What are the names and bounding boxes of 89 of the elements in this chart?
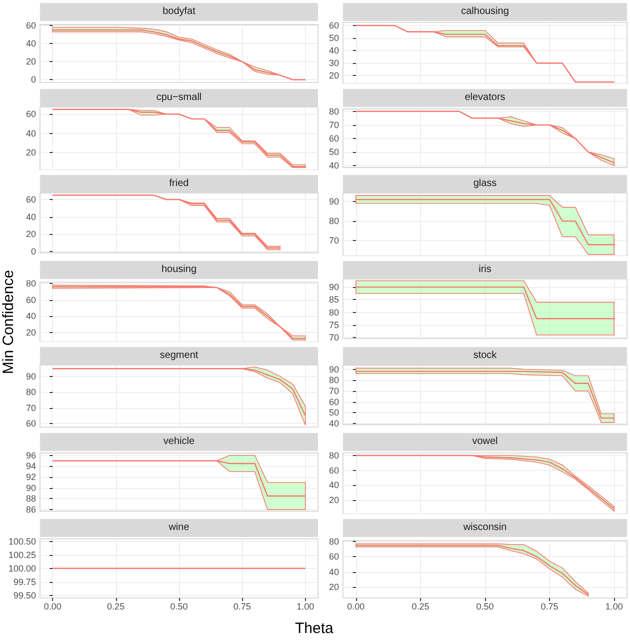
y-tick-label: 40 — [328, 418, 339, 429]
chart-title: calhousing — [343, 3, 627, 21]
chart-title: segment — [40, 347, 318, 365]
y-tick-label: 85 — [328, 294, 339, 305]
chart-title: bodyfat — [40, 3, 318, 21]
y-tick-label: 90 — [328, 364, 339, 374]
y-tick-label: 70 — [328, 386, 339, 396]
y-tick-label: 99.75 — [13, 576, 36, 587]
y-tick-label: 99.50 — [13, 590, 36, 600]
y-tick-label: 40 — [26, 311, 36, 322]
chart-title: fried — [40, 175, 318, 193]
y-tick-label: 50 — [328, 33, 339, 44]
y-tick-label: 20 — [26, 328, 36, 338]
x-tick-label: 0.75 — [540, 602, 558, 612]
y-tick-label: 96 — [26, 450, 36, 460]
x-tick-label: 0.00 — [347, 602, 365, 612]
y-tick-label: 0 — [30, 246, 36, 256]
y-tick-label: 70 — [26, 402, 36, 413]
chart-title: housing — [40, 261, 318, 279]
chart-title: stock — [343, 347, 627, 365]
y-tick-label: 70 — [328, 332, 339, 342]
y-tick-label: 40 — [26, 38, 36, 49]
y-tick-label: 90 — [26, 482, 36, 493]
y-tick-label: 90 — [328, 282, 339, 292]
y-tick-label: 100.25 — [8, 550, 36, 560]
y-tick-label: 90 — [328, 196, 339, 206]
y-tick-label: 40 — [26, 128, 36, 138]
y-tick-label: 80 — [328, 536, 339, 546]
y-tick-label: 20 — [26, 147, 36, 158]
y-tick-label: 40 — [328, 46, 339, 56]
y-tick-label: 20 — [26, 229, 36, 240]
y-tick-label: 80 — [26, 387, 36, 398]
y-tick-label: 80 — [26, 278, 36, 288]
chart-title: cpu−small — [40, 89, 318, 107]
y-tick-label: 70 — [328, 236, 339, 246]
chart-title: vehicle — [40, 433, 318, 451]
y-tick-label: 60 — [26, 194, 36, 204]
y-tick-label: 80 — [328, 216, 339, 226]
x-axis-title: Theta — [295, 620, 334, 638]
y-tick-label: 50 — [328, 408, 339, 418]
chart-title: vowel — [343, 433, 627, 451]
y-tick-label: 80 — [328, 106, 339, 116]
x-tick-label: 0.50 — [476, 602, 494, 612]
chart-title: wisconsin — [343, 519, 627, 537]
y-tick-label: 20 — [328, 70, 339, 81]
y-axis-title: Min Confidence — [0, 268, 18, 376]
y-tick-label: 0 — [30, 74, 36, 85]
x-tick-label: 0.25 — [107, 602, 125, 612]
y-tick-label: 60 — [328, 20, 339, 30]
y-tick-label: 60 — [328, 552, 339, 562]
x-tick-label: 0.00 — [44, 602, 62, 612]
y-tick-label: 92 — [26, 472, 36, 482]
y-tick-label: 40 — [328, 566, 339, 577]
y-tick-label: 60 — [328, 465, 339, 476]
y-tick-label: 30 — [328, 58, 339, 68]
chart-title: glass — [343, 175, 627, 193]
y-tick-label: 60 — [328, 396, 339, 407]
chart-title: iris — [343, 261, 627, 279]
y-tick-label: 80 — [328, 375, 339, 386]
x-tick-label: 0.75 — [233, 602, 251, 612]
x-tick-label: 1.00 — [296, 602, 314, 612]
y-tick-label: 40 — [328, 160, 339, 171]
y-tick-label: 88 — [26, 494, 36, 504]
y-tick-label: 94 — [26, 461, 36, 472]
y-tick-label: 100.00 — [8, 563, 36, 574]
y-tick-label: 86 — [26, 504, 36, 515]
y-tick-label: 60 — [26, 418, 36, 428]
x-tick-label: 0.25 — [412, 602, 430, 612]
y-tick-label: 80 — [328, 450, 339, 460]
y-tick-label: 40 — [26, 212, 36, 222]
y-tick-label: 70 — [328, 120, 339, 130]
x-tick-label: 1.00 — [605, 602, 623, 612]
y-tick-label: 60 — [328, 133, 339, 144]
chart-title: wine — [40, 519, 318, 537]
y-tick-label: 40 — [328, 480, 339, 490]
y-tick-label: 75 — [328, 320, 339, 330]
x-tick-label: 0.50 — [170, 602, 188, 612]
line-series — [52, 368, 306, 416]
y-tick-label: 50 — [328, 147, 339, 158]
y-tick-label: 100.50 — [8, 536, 36, 546]
chart-title: elevators — [343, 89, 627, 107]
y-tick-label: 80 — [328, 307, 339, 318]
y-tick-label: 60 — [26, 20, 36, 30]
y-tick-label: 60 — [26, 109, 36, 120]
y-tick-label: 20 — [26, 56, 36, 67]
y-tick-label: 90 — [26, 371, 36, 382]
y-tick-label: 20 — [328, 494, 339, 505]
y-tick-label: 60 — [26, 294, 36, 305]
y-tick-label: 20 — [328, 582, 339, 592]
